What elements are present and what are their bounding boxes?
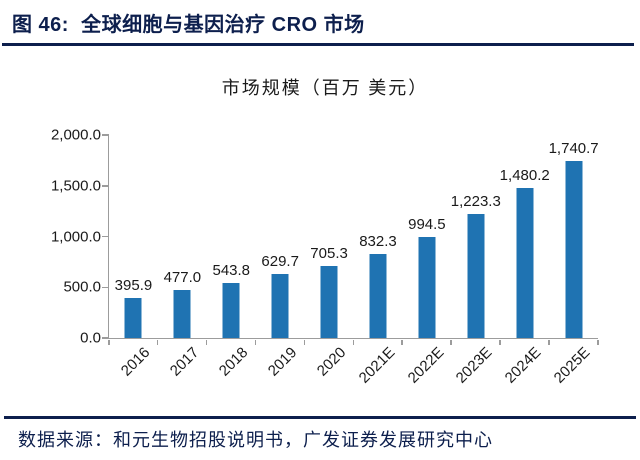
bar-slot-2022E: 994.5 2022E: [402, 136, 451, 387]
bar-value-label-2018: 543.8: [212, 261, 251, 279]
header-divider-line: [2, 43, 634, 46]
bar-2023E: [467, 213, 485, 338]
x-axis-label-2016: 2016: [117, 344, 154, 380]
bar-value-label-2021E: 832.3: [359, 232, 397, 250]
bar-slot-2016: 395.9 2016: [109, 136, 158, 380]
bar-2016: [124, 297, 142, 338]
y-axis-tick: [102, 286, 109, 288]
x-axis-tick: [156, 340, 159, 345]
x-axis-label-2020: 2020: [313, 344, 350, 380]
chart-title: 市场规模（百万 美元）: [221, 78, 429, 98]
bar-value-label-2023E: 1,223.3: [450, 192, 501, 210]
x-axis-label-2022E: 2022E: [404, 344, 447, 387]
footer-divider-line: [4, 416, 636, 419]
x-axis-label-2019: 2019: [264, 344, 301, 380]
x-axis-tick: [303, 340, 306, 345]
x-axis-label-2017: 2017: [166, 344, 203, 380]
bar-slot-2023E: 1,223.3 2023E: [450, 136, 501, 387]
bar-slot-2017: 477.0 2017: [158, 136, 207, 380]
bar-slots: 395.9 2016 477.0 2017 543.8 2018 629.7 2019 705.…: [109, 136, 599, 387]
x-axis-label-2021E: 2021E: [355, 344, 399, 387]
x-axis-tick: [548, 340, 550, 345]
bar-slot-2020: 705.3 2020: [305, 136, 354, 379]
y-axis-tick: [102, 134, 109, 136]
x-axis-tick: [597, 340, 599, 345]
bar-2018: [222, 282, 240, 338]
y-axis-tick: [102, 185, 109, 187]
x-axis-tick: [205, 340, 208, 345]
y-axis-tick-label: 2,000.0: [50, 126, 101, 144]
x-axis-tick: [401, 340, 403, 345]
x-axis-label-2025E: 2025E: [550, 344, 594, 387]
bar-value-label-2024E: 1,480.2: [499, 166, 550, 184]
bar-value-label-2020: 705.3: [310, 245, 348, 263]
y-axis-tick-label: 1,500.0: [50, 177, 101, 195]
bar-value-label-2022E: 994.5: [408, 216, 446, 234]
bar-slot-2019: 629.7 2019: [256, 136, 305, 380]
x-axis-label-2024E: 2024E: [502, 344, 545, 387]
y-axis-tick: [102, 337, 109, 339]
bar-slot-2025E: 1,740.7 2025E: [548, 136, 599, 386]
y-axis-tick-label: 500.0: [63, 278, 101, 296]
x-axis-tick: [108, 340, 110, 345]
y-axis-tick-label: 1,000.0: [50, 228, 101, 245]
x-axis-tick: [499, 340, 501, 345]
x-axis-label-2018: 2018: [215, 344, 252, 380]
bar-2019: [271, 274, 289, 338]
bar-2024E: [516, 187, 534, 338]
figure-title: 图 46: 全球细胞与基因治疗 CRO 市场: [12, 14, 365, 36]
plot-area: 395.9 2016 477.0 2017 543.8 2018 629.7 2019 705.…: [51, 127, 599, 387]
data-source-note: 数据来源：和元生物招股说明书，广发证券发展研究中心: [18, 430, 493, 450]
bar-2021E: [369, 253, 387, 338]
bar-value-label-2019: 629.7: [261, 253, 299, 271]
bar-value-label-2017: 477.0: [163, 268, 202, 286]
bar-slot-2024E: 1,480.2 2024E: [499, 136, 550, 387]
bar-slot-2018: 543.8 2018: [207, 136, 256, 380]
figure-header: 图 46: 全球细胞与基因治疗 CRO 市场: [0, 0, 640, 41]
y-axis-tick-label: 0.0: [80, 329, 101, 347]
x-axis-tick: [352, 340, 354, 345]
bar-2020: [320, 266, 338, 338]
x-axis-tick: [254, 340, 257, 345]
y-axis-tick: [102, 235, 109, 238]
bar-2017: [173, 289, 191, 338]
bar-value-label-2016: 395.9: [114, 276, 153, 294]
bar-slot-2021E: 832.3 2021E: [354, 136, 403, 387]
bar-2022E: [418, 237, 436, 338]
bar-value-label-2025E: 1,740.7: [548, 140, 599, 158]
bar-2025E: [565, 161, 583, 338]
x-axis-tick: [450, 340, 452, 345]
x-axis-label-2023E: 2023E: [453, 344, 496, 387]
bar-chart: 市场规模（百万 美元） 395.9 2016 477.0 2017 543.8 2018 6…: [0, 46, 640, 424]
